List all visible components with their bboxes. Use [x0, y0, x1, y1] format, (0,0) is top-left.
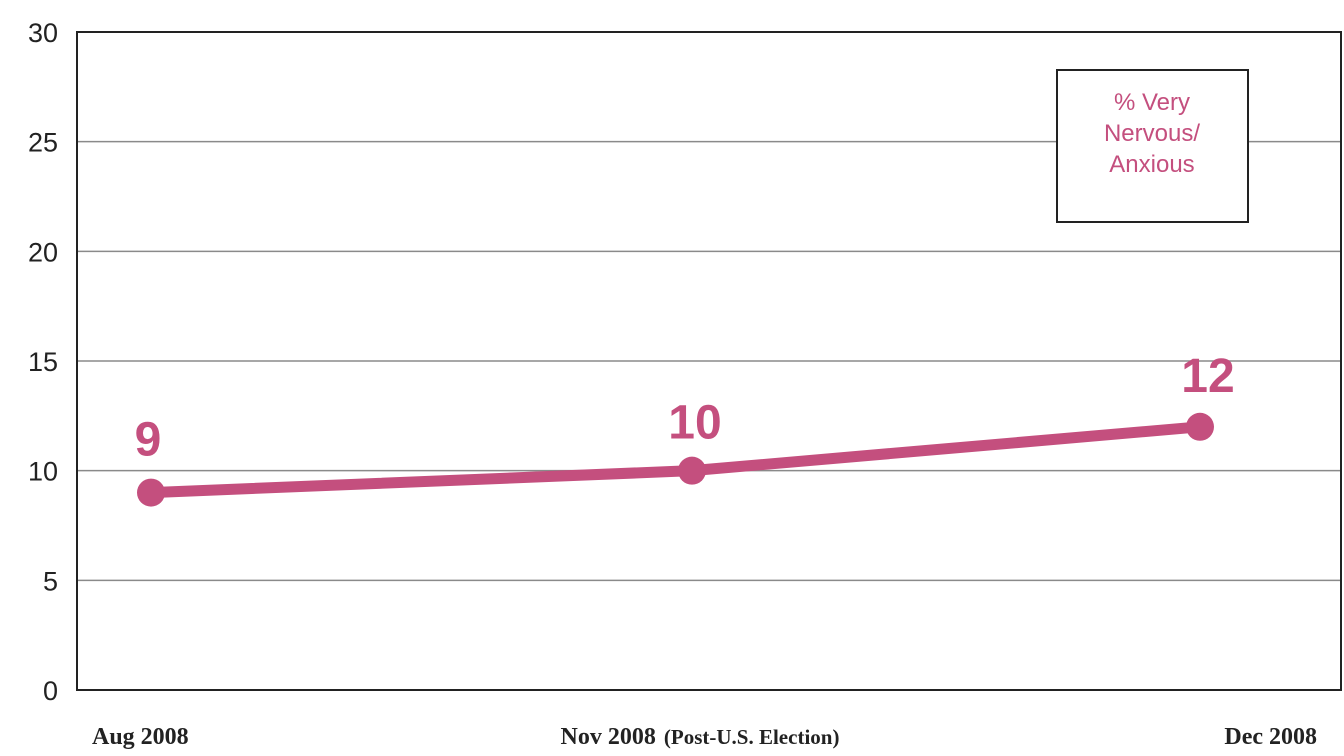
legend-line: % Very [1114, 89, 1190, 116]
series-layer [137, 412, 1214, 507]
legend-line: Nervous/ [1104, 120, 1200, 147]
x-tick-label: Dec 2008 [1224, 724, 1317, 750]
y-tick-label: 20 [28, 237, 58, 267]
x-tick-label: Nov 2008 (Post-U.S. Election) [561, 724, 840, 750]
y-tick-label: 10 [28, 457, 58, 487]
y-tick-label: 5 [43, 566, 58, 596]
data-point [137, 478, 165, 507]
data-labels: 9 10 12 [135, 350, 1235, 467]
x-tick-main: Dec 2008 [1224, 724, 1317, 750]
x-tick-main: Nov 2008 [561, 724, 656, 750]
legend-box [1056, 69, 1249, 223]
legend-line: Anxious [1109, 151, 1194, 178]
y-tick-label: 15 [28, 347, 58, 377]
y-tick-label: 30 [28, 18, 58, 48]
legend-text: % Very Nervous/Anxious [1104, 89, 1200, 178]
y-axis-ticks: 0 5 10 15 20 25 30 [28, 18, 58, 706]
data-point [1186, 412, 1214, 441]
plot-area-frame [76, 31, 1342, 691]
x-tick-note: (Post-U.S. Election) [664, 725, 840, 749]
data-point [678, 456, 706, 485]
data-label: 10 [668, 397, 721, 450]
legend: % Very Nervous/Anxious [1056, 69, 1249, 223]
x-tick-main: Aug 2008 [92, 724, 189, 750]
gridlines [77, 140, 1341, 582]
x-tick-label: Aug 2008 [92, 724, 189, 750]
y-tick-label: 0 [43, 676, 58, 706]
y-tick-label: 25 [28, 128, 58, 158]
x-axis-ticks: Aug 2008 Nov 2008 (Post-U.S. Election) Dec … [92, 724, 1317, 750]
data-label: 12 [1181, 350, 1234, 403]
data-label: 9 [135, 414, 162, 467]
